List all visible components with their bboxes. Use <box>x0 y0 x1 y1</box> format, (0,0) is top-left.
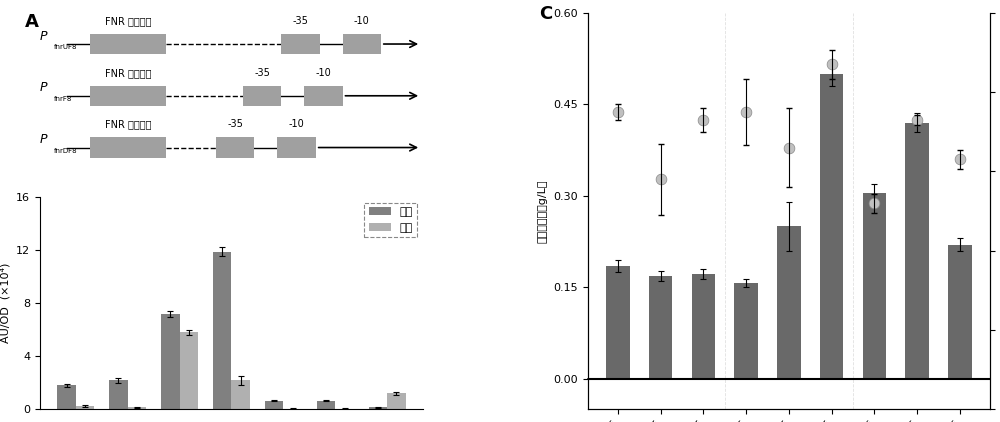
Text: A: A <box>25 13 39 31</box>
Y-axis label: 己二酸浓度（g/L）: 己二酸浓度（g/L） <box>538 179 548 243</box>
Bar <box>649 276 672 379</box>
Text: -10: -10 <box>289 119 304 130</box>
Bar <box>317 401 335 409</box>
Point <box>866 200 882 206</box>
Text: C: C <box>540 5 553 23</box>
Bar <box>90 34 166 54</box>
Bar <box>387 393 406 409</box>
Bar <box>213 252 231 409</box>
Point <box>952 156 968 163</box>
Bar <box>90 137 166 158</box>
Text: fnrUF8: fnrUF8 <box>53 44 77 50</box>
Bar <box>109 380 128 409</box>
Bar <box>369 407 387 409</box>
Text: FNR 结合位点: FNR 结合位点 <box>105 119 151 130</box>
Bar <box>281 34 320 54</box>
Text: -35: -35 <box>227 119 243 130</box>
Bar <box>265 401 283 409</box>
Bar <box>277 137 316 158</box>
Bar <box>777 226 801 379</box>
Text: P: P <box>40 30 48 43</box>
Point <box>610 108 626 115</box>
Point <box>653 176 669 183</box>
Bar <box>57 385 76 409</box>
Text: -10: -10 <box>316 68 331 78</box>
Bar <box>734 283 758 379</box>
Y-axis label: AU/OD  (×10⁴): AU/OD (×10⁴) <box>1 263 11 344</box>
Bar <box>161 314 180 409</box>
Point <box>738 108 754 115</box>
Point <box>695 116 711 123</box>
Bar <box>128 407 146 409</box>
Bar <box>90 86 166 106</box>
Bar <box>216 137 254 158</box>
Bar <box>243 86 281 106</box>
Text: P: P <box>40 81 48 95</box>
Text: -10: -10 <box>354 16 370 26</box>
Bar <box>283 408 302 409</box>
Bar <box>606 266 630 379</box>
Bar <box>820 74 843 379</box>
Text: FNR 结合位点: FNR 结合位点 <box>105 16 151 26</box>
Bar <box>948 245 972 379</box>
Point <box>909 116 925 123</box>
Point <box>781 144 797 151</box>
Bar <box>905 122 929 379</box>
Bar <box>180 333 198 409</box>
Bar <box>335 408 354 409</box>
Bar <box>76 406 94 409</box>
Text: fnrF8: fnrF8 <box>53 96 72 102</box>
Bar <box>231 380 250 409</box>
Text: FNR 结合位点: FNR 结合位点 <box>105 68 151 78</box>
Bar <box>304 86 343 106</box>
Bar <box>863 193 886 379</box>
Legend: 有氧, 厌氧: 有氧, 厌氧 <box>364 203 417 237</box>
Bar <box>343 34 381 54</box>
Text: P: P <box>40 133 48 146</box>
Point <box>824 61 840 68</box>
Text: fnrDF8: fnrDF8 <box>53 148 77 154</box>
Text: -35: -35 <box>292 16 308 26</box>
Text: -35: -35 <box>254 68 270 78</box>
Bar <box>692 274 715 379</box>
